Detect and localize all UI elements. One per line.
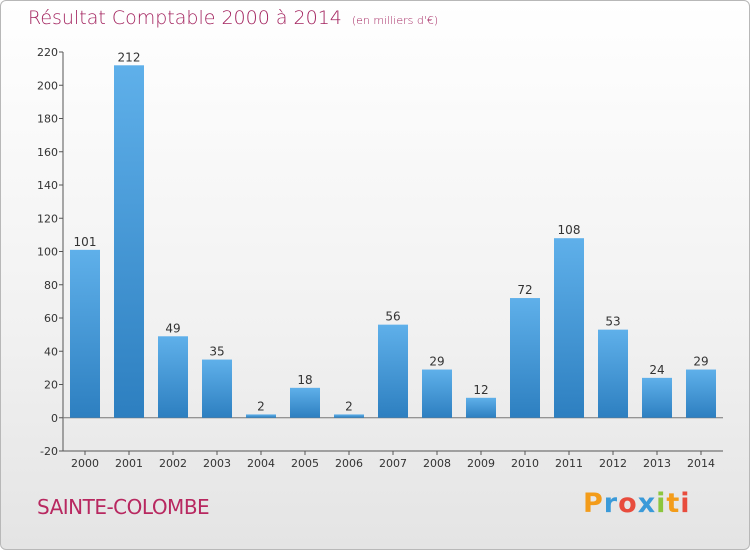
bar-value-label: 72 [517, 283, 532, 297]
y-tick-label: 0 [51, 412, 58, 425]
bar[interactable] [290, 387, 320, 418]
bar-value-label: 12 [473, 383, 488, 397]
x-tick-label: 2013 [643, 457, 671, 470]
y-tick-label: 40 [44, 345, 58, 358]
bar-value-label: 108 [558, 223, 581, 237]
bar-value-label: 49 [165, 321, 180, 335]
y-tick-label: 20 [44, 379, 58, 392]
bar[interactable] [642, 377, 672, 418]
commune-name: SAINTE-COLOMBE [37, 495, 210, 519]
x-tick-label: 2008 [423, 457, 451, 470]
x-tick-label: 2005 [291, 457, 319, 470]
y-tick-label: 100 [37, 246, 58, 259]
chart-title-text: Résultat Comptable 2000 à 2014 [28, 7, 342, 29]
bar[interactable] [686, 369, 716, 418]
bar-value-label: 18 [297, 373, 312, 387]
x-tick-label: 2010 [511, 457, 539, 470]
bar-value-label: 2 [345, 399, 353, 413]
bar[interactable] [378, 324, 408, 418]
x-tick-label: 2014 [687, 457, 715, 470]
logo-letter: i [680, 488, 691, 519]
bar[interactable] [422, 369, 452, 418]
bar-value-label: 212 [118, 50, 141, 64]
x-tick-label: 2003 [203, 457, 231, 470]
y-tick-label: 180 [37, 113, 58, 126]
bar[interactable] [510, 298, 540, 418]
y-tick-label: 220 [37, 46, 58, 59]
bar[interactable] [202, 359, 232, 418]
logo-letter: i [656, 488, 667, 519]
chart-title: Résultat Comptable 2000 à 2014 (en millie… [28, 7, 438, 29]
bar[interactable] [70, 249, 100, 418]
y-tick-label: 160 [37, 146, 58, 159]
bar[interactable] [466, 397, 496, 418]
bar-value-label: 35 [209, 345, 224, 359]
y-tick-label: 200 [37, 79, 58, 92]
bar[interactable] [158, 336, 188, 418]
x-tick-label: 2006 [335, 457, 363, 470]
y-tick-label: 120 [37, 212, 58, 225]
bar[interactable] [114, 65, 144, 418]
bar[interactable] [246, 414, 276, 418]
proxiti-logo[interactable]: Proxiti [583, 488, 691, 519]
x-tick-label: 2002 [159, 457, 187, 470]
logo-letter: P [583, 488, 604, 519]
bar-value-label: 29 [429, 355, 444, 369]
y-tick-label: 80 [44, 279, 58, 292]
bar[interactable] [334, 414, 364, 418]
logo-letter: o [618, 488, 638, 519]
x-tick-label: 2001 [115, 457, 143, 470]
x-tick-label: 2009 [467, 457, 495, 470]
y-tick-label: 140 [37, 179, 58, 192]
bar-value-label: 101 [74, 235, 97, 249]
bar-value-label: 29 [693, 355, 708, 369]
y-tick-label: 60 [44, 312, 58, 325]
bar[interactable] [554, 238, 584, 418]
logo-letter: t [666, 488, 681, 519]
bar-value-label: 24 [649, 363, 664, 377]
chart-unit: (en milliers d'€) [351, 14, 439, 27]
bar-value-label: 53 [605, 315, 620, 329]
x-tick-label: 2011 [555, 457, 583, 470]
logo-letter: r [603, 488, 619, 519]
bar-value-label: 2 [257, 399, 265, 413]
y-tick-label: -20 [40, 445, 58, 458]
bar-value-label: 56 [385, 310, 400, 324]
x-tick-label: 2007 [379, 457, 407, 470]
x-tick-label: 2004 [247, 457, 275, 470]
x-tick-label: 2012 [599, 457, 627, 470]
x-tick-label: 2000 [71, 457, 99, 470]
logo-letter: x [637, 488, 657, 519]
bar[interactable] [598, 329, 628, 418]
